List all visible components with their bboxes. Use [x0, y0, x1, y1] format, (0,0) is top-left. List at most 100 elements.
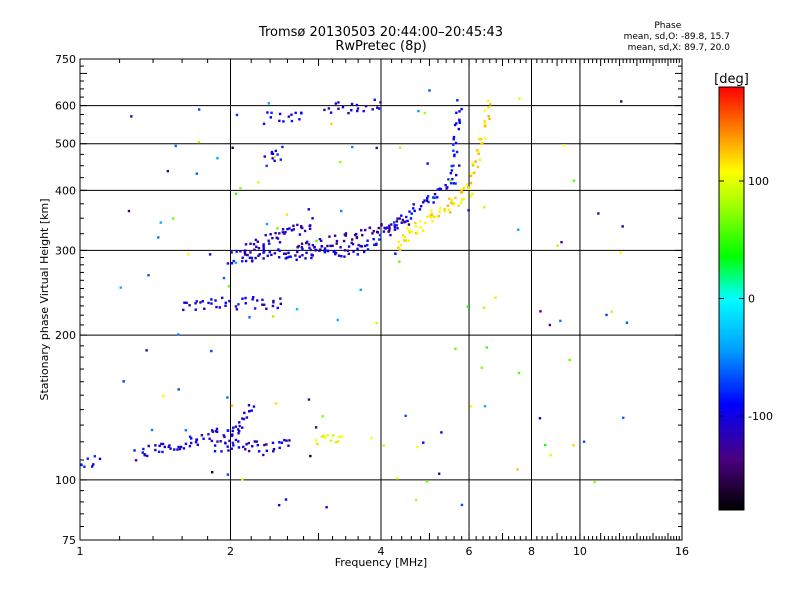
data-point: [226, 262, 230, 265]
data-point: [460, 188, 463, 191]
data-point: [362, 109, 365, 113]
data-point: [218, 306, 221, 309]
data-point: [372, 237, 375, 241]
data-point: [610, 310, 613, 313]
data-point: [340, 435, 343, 438]
data-point: [321, 415, 324, 418]
data-point: [280, 441, 284, 444]
data-point: [471, 172, 474, 175]
data-point: [216, 440, 219, 443]
data-point: [210, 470, 214, 474]
data-point: [90, 465, 94, 468]
data-point: [466, 305, 469, 308]
data-point: [246, 253, 249, 257]
data-point: [127, 209, 131, 213]
data-point: [278, 112, 282, 116]
data-point: [422, 441, 425, 444]
data-point: [399, 243, 402, 247]
colorbar: 100 0 -100 [deg]: [714, 72, 773, 511]
data-point: [344, 232, 348, 235]
data-point: [286, 227, 289, 231]
data-point: [373, 98, 376, 102]
data-point: [234, 438, 238, 442]
data-point: [237, 432, 240, 435]
data-point: [189, 441, 193, 445]
data-point: [572, 444, 575, 447]
data-point: [237, 303, 240, 306]
data-point: [263, 443, 266, 447]
data-point: [267, 239, 270, 242]
data-point: [296, 223, 299, 227]
data-point: [375, 243, 378, 246]
data-point: [255, 245, 258, 248]
data-point: [290, 119, 294, 123]
data-point: [484, 125, 487, 128]
data-point: [544, 443, 547, 447]
data-point: [249, 242, 252, 245]
data-point: [393, 228, 397, 231]
data-point: [222, 276, 226, 280]
data-point: [444, 183, 447, 187]
data-point: [145, 349, 148, 352]
data-point: [278, 241, 282, 244]
data-point: [488, 117, 491, 121]
data-point: [402, 239, 406, 242]
data-point: [276, 227, 279, 230]
data-point: [483, 404, 487, 408]
data-point: [267, 102, 271, 105]
data-point: [430, 213, 433, 217]
data-point: [484, 122, 487, 125]
data-point: [398, 260, 401, 263]
data-point: [272, 315, 275, 318]
data-point: [300, 245, 304, 249]
data-point: [560, 240, 563, 244]
data-point: [480, 366, 483, 369]
data-point: [241, 260, 244, 263]
data-point: [323, 108, 326, 112]
data-point: [439, 206, 442, 210]
data-point: [455, 150, 459, 154]
data-point: [271, 152, 275, 156]
data-point: [223, 435, 226, 439]
chart-title-block: Tromsø 20130503 20:44:00–20:45:43 RwPret…: [80, 26, 682, 54]
data-point: [287, 251, 290, 255]
data-point: [214, 299, 217, 302]
data-point: [486, 99, 490, 103]
data-point: [320, 435, 324, 438]
data-point: [294, 254, 297, 257]
data-point: [287, 115, 291, 118]
data-point: [398, 146, 402, 149]
data-point: [295, 258, 298, 262]
data-point: [239, 186, 242, 190]
data-point: [298, 118, 301, 121]
data-point: [252, 243, 256, 246]
data-point: [262, 251, 265, 254]
data-point: [276, 153, 279, 156]
data-point: [414, 221, 417, 225]
data-point: [305, 251, 308, 254]
data-point: [459, 201, 463, 204]
data-point: [236, 428, 240, 431]
data-point: [292, 228, 295, 231]
data-point: [390, 223, 393, 226]
data-point: [301, 254, 304, 257]
data-point: [351, 145, 354, 149]
data-point: [243, 251, 247, 254]
data-point: [337, 435, 341, 439]
data-point: [482, 306, 486, 309]
data-point: [622, 416, 625, 420]
data-point: [410, 230, 413, 233]
data-point: [273, 159, 276, 163]
data-point: [437, 472, 441, 475]
data-point: [359, 244, 362, 248]
data-point: [458, 118, 461, 121]
data-point: [458, 110, 461, 113]
data-point: [366, 248, 370, 251]
data-point: [224, 304, 227, 307]
y-tick-label: 300: [55, 244, 76, 257]
data-point: [256, 240, 260, 243]
data-points: [80, 89, 629, 509]
data-point: [284, 252, 288, 255]
x-tick-label: 8: [528, 545, 535, 558]
data-point: [422, 201, 425, 204]
